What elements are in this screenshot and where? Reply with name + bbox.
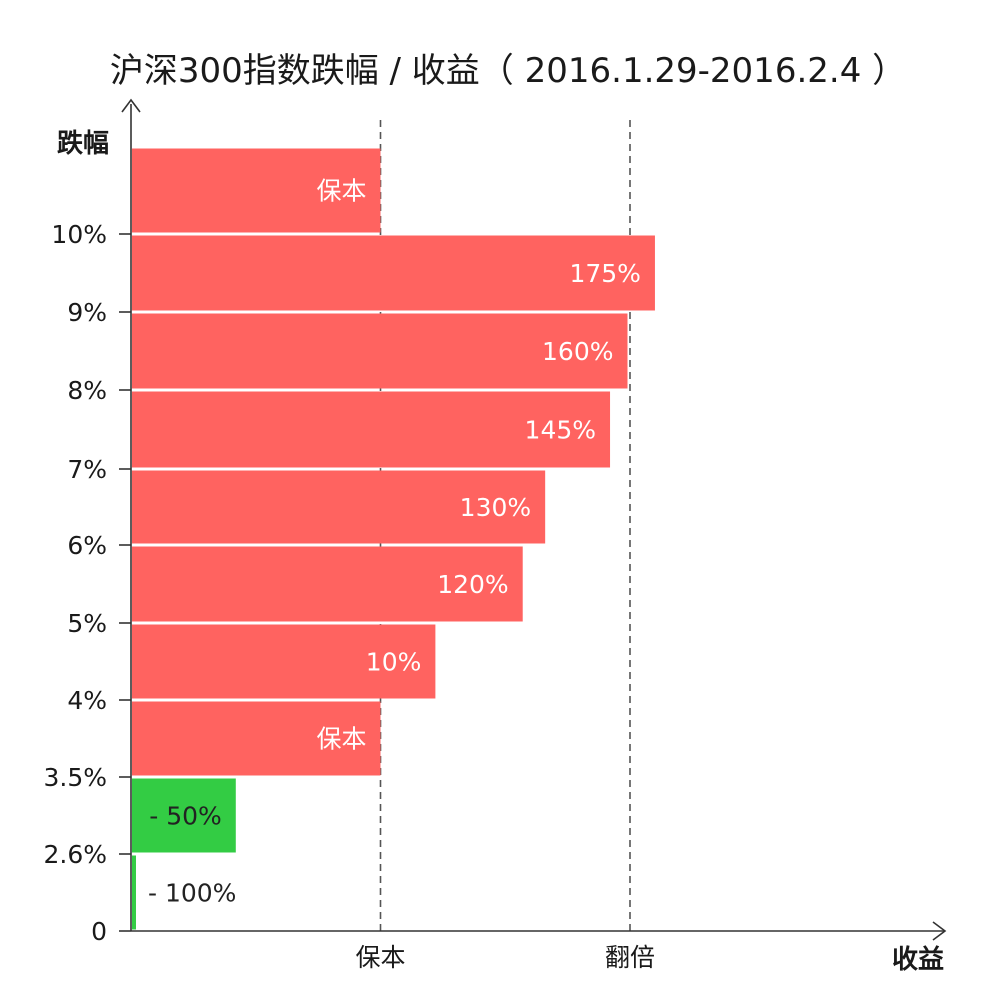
axes (121, 98, 947, 941)
y-tick-label-8: 9% (67, 298, 107, 327)
y-tick-label-5: 6% (67, 531, 107, 560)
y-tick-label-1: 2.6% (43, 840, 107, 869)
bar-0 (132, 855, 136, 930)
bar-2 (132, 701, 381, 776)
bar-label-0: - 100% (148, 879, 236, 908)
x-ref-label-1: 翻倍 (605, 943, 655, 972)
y-tick-label-7: 8% (67, 376, 107, 405)
bar-9 (132, 148, 381, 233)
bar-6 (132, 391, 611, 468)
bar-label-5: 130% (460, 493, 531, 522)
bar-label-3: 10% (366, 648, 422, 677)
x-axis-arrow (932, 921, 947, 941)
x-axis-title: 收益 (892, 945, 944, 975)
bar-label-4: 120% (437, 570, 508, 599)
bar-label-2: 保本 (316, 725, 366, 754)
y-tick-label-0: 0 (91, 917, 107, 946)
chart-title: 沪深300指数跌幅 / 收益（ 2016.1.29-2016.2.4 ） (110, 51, 906, 91)
bar-5 (132, 470, 546, 544)
bar-7 (132, 313, 628, 389)
y-tick-label-2: 3.5% (43, 763, 107, 792)
y-tick-label-6: 7% (67, 455, 107, 484)
y-axis-title: 跌幅 (57, 129, 109, 159)
y-axis-arrow (121, 98, 141, 113)
bar-label-1: - 50% (149, 802, 222, 831)
bar-1 (132, 778, 236, 853)
y-tick-label-9: 10% (51, 220, 107, 249)
bar-label-6: 145% (525, 416, 596, 445)
bar-8 (132, 235, 655, 311)
bar-label-9: 保本 (316, 177, 366, 206)
x-ref-label-0: 保本 (355, 943, 405, 972)
y-tick-label-3: 4% (67, 686, 107, 715)
bar-4 (132, 546, 523, 622)
x-ref-labels: 保本 翻倍 (355, 943, 655, 972)
bar-label-8: 175% (569, 259, 640, 288)
y-tick-label-4: 5% (67, 609, 107, 638)
y-ticks: 0 2.6% 3.5% 4% 5% 6% 7% 8% 9% 10% (43, 220, 131, 946)
bar-label-7: 160% (542, 337, 613, 366)
bars: - 100% - 50% 保本 10% 120% 130% 145% 160% 175% 保本 (132, 148, 655, 930)
bar-3 (132, 624, 436, 699)
